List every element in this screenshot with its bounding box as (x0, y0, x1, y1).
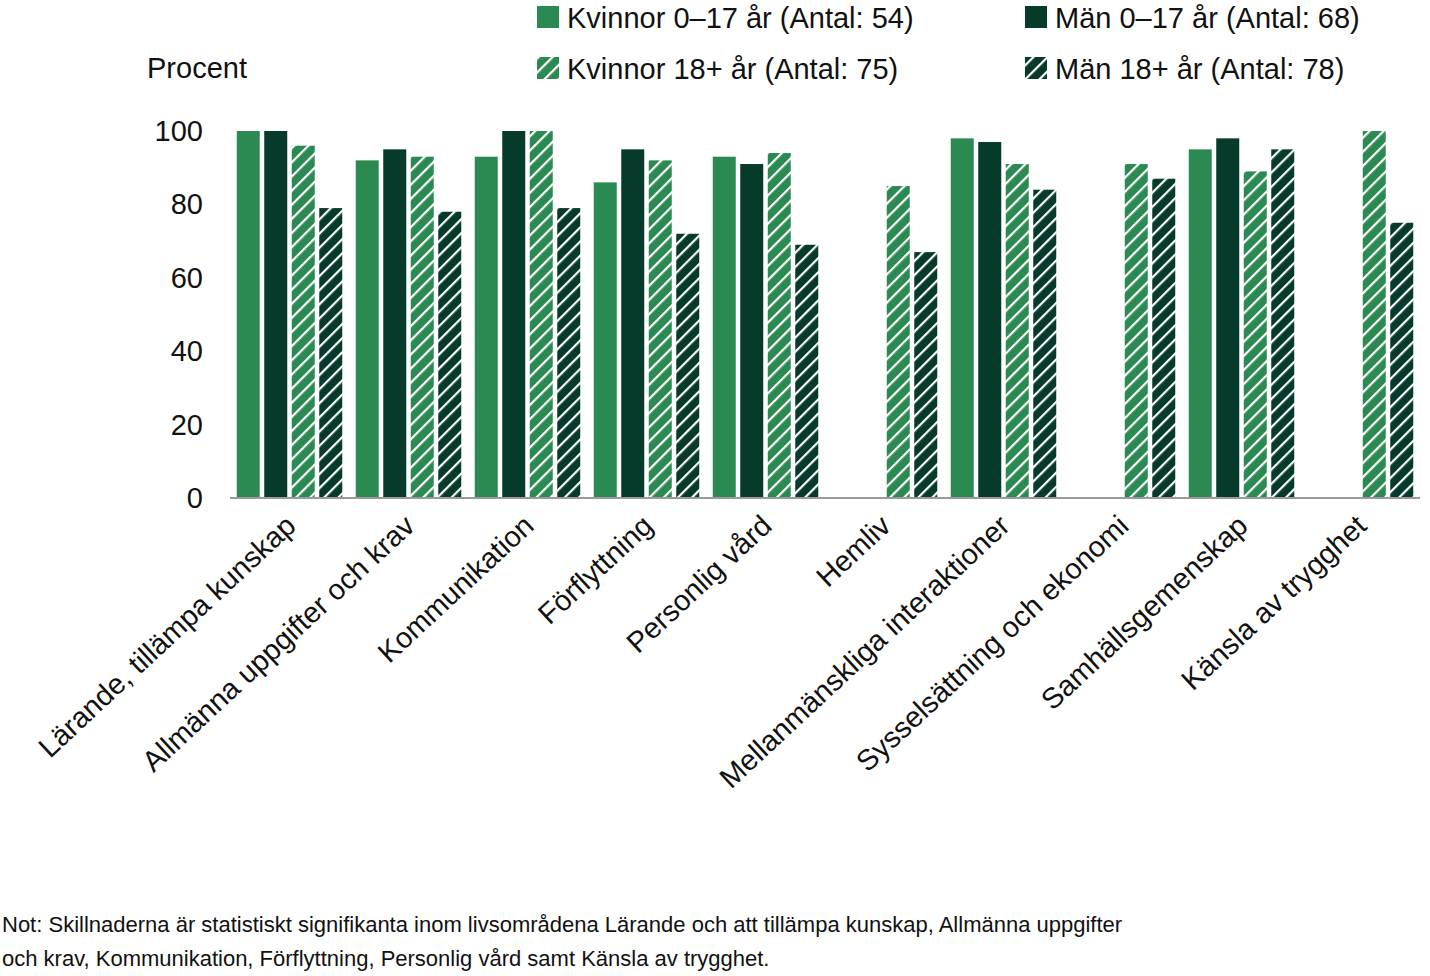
bar (1244, 171, 1267, 498)
bar (1033, 190, 1056, 498)
bar (740, 164, 763, 498)
bar (914, 252, 937, 498)
legend-swatch (537, 57, 559, 79)
note: Not: Skillnaderna är statistiskt signifi… (2, 912, 1122, 937)
bar (768, 153, 791, 498)
bar (1125, 164, 1148, 498)
bar (319, 208, 342, 498)
bar (887, 186, 910, 498)
bar (713, 157, 736, 498)
bar (951, 138, 974, 498)
legend-swatch (1025, 57, 1047, 79)
x-tick-label: Kommunikation (372, 509, 540, 669)
bar (438, 212, 461, 498)
bar (1216, 138, 1239, 498)
legend-label: Män 18+ år (Antal: 78) (1055, 53, 1344, 85)
y-tick-label: 40 (171, 335, 203, 367)
bar (1189, 149, 1212, 498)
bar (1271, 149, 1294, 498)
y-tick-label: 80 (171, 188, 203, 220)
bar (1390, 223, 1413, 498)
bar (978, 142, 1001, 498)
legend-swatch (537, 6, 559, 28)
x-tick-label: Hemliv (810, 509, 897, 593)
bar (594, 182, 617, 498)
bars (237, 131, 1414, 498)
bar (676, 234, 699, 498)
legend-label: Kvinnor 0–17 år (Antal: 54) (567, 2, 914, 34)
legend-swatch (1025, 6, 1047, 28)
x-tick-label: Samhällsgemenskap (1035, 509, 1254, 716)
y-axis-label: Procent (147, 52, 247, 84)
bar (264, 131, 287, 498)
legend-label: Kvinnor 18+ år (Antal: 75) (567, 53, 898, 85)
y-tick-label: 60 (171, 262, 203, 294)
x-tick-label: Förflyttning (532, 509, 659, 630)
bar (1006, 164, 1029, 498)
note: och krav, Kommunikation, Förflyttning, P… (2, 946, 770, 971)
bar (557, 208, 580, 498)
x-tick-label: Personlig vård (620, 509, 777, 659)
bar (795, 245, 818, 498)
y-tick-label: 0 (187, 482, 203, 514)
bar (237, 131, 260, 498)
bar (411, 157, 434, 498)
legend-label: Män 0–17 år (Antal: 68) (1055, 2, 1360, 34)
bar (649, 160, 672, 498)
bar (1152, 179, 1175, 498)
y-tick-label: 20 (171, 409, 203, 441)
bar (530, 131, 553, 498)
chart: Procent020406080100Lärande, tillämpa kun… (0, 0, 1430, 976)
x-axis-line (230, 497, 1420, 499)
bar (1363, 131, 1386, 498)
x-tick-label: Känsla av trygghet (1175, 509, 1372, 696)
bar (502, 131, 525, 498)
bar (292, 146, 315, 498)
bar (383, 149, 406, 498)
y-tick-label: 100 (155, 115, 203, 147)
bar (621, 149, 644, 498)
bar (356, 160, 379, 498)
bar (475, 157, 498, 498)
